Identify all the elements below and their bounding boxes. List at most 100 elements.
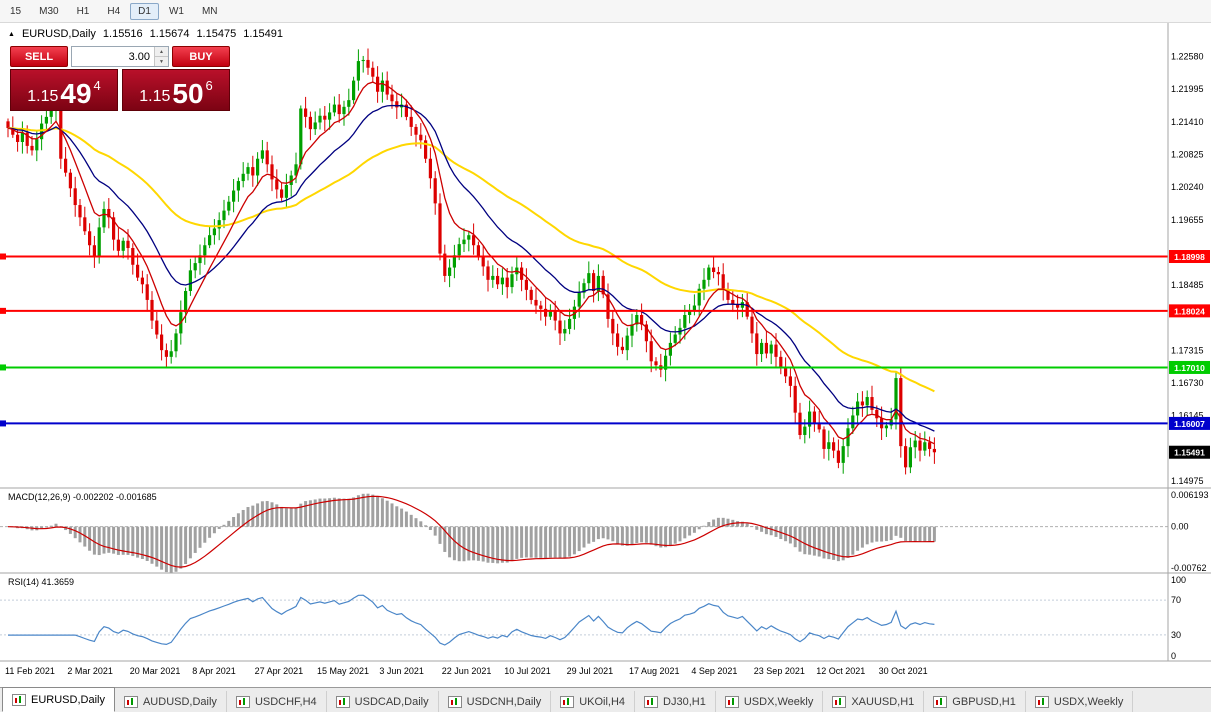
timeframe-button-h1[interactable]: H1 xyxy=(76,5,90,17)
tab-eurusd-daily[interactable]: EURUSD,Daily xyxy=(2,687,115,712)
buy-price-base: 1.15 xyxy=(139,88,171,106)
price-axis[interactable]: 1.14975 1.16145 1.16730 1.17315 1.18485 1.196… xyxy=(1171,52,1204,486)
price-line-badge xyxy=(1169,250,1210,264)
price-line-badge xyxy=(1169,445,1210,459)
tab-label: USDX,Weekly xyxy=(743,695,814,708)
timeframe-button-w1[interactable]: W1 xyxy=(168,5,184,17)
svg-text:1.21410: 1.21410 xyxy=(1171,117,1204,127)
macd-axis: 0.006193 0.00 -0.00762 xyxy=(1171,490,1209,573)
tab-usdx-weekly[interactable]: USDX,Weekly xyxy=(716,691,824,712)
buy-price-pips: 50 xyxy=(172,78,204,110)
chart-icon xyxy=(123,695,138,708)
svg-text:17 Aug 2021: 17 Aug 2021 xyxy=(629,666,680,676)
chart-icon xyxy=(644,695,659,708)
hline-handle[interactable] xyxy=(0,420,6,427)
ohlc-high: 1.15674 xyxy=(149,28,190,40)
svg-text:20 Mar 2021: 20 Mar 2021 xyxy=(130,666,181,676)
buy-button[interactable]: BUY xyxy=(172,46,230,67)
timeframe-button-h4[interactable]: H4 xyxy=(107,5,121,17)
tab-usdchf-h4[interactable]: USDCHF,H4 xyxy=(227,691,327,712)
rsi-indicator-label: RSI(14) 41.3659 xyxy=(8,577,75,587)
svg-text:30 Oct 2021: 30 Oct 2021 xyxy=(879,666,928,676)
svg-text:3 Jun 2021: 3 Jun 2021 xyxy=(379,666,424,676)
svg-text:1.18024: 1.18024 xyxy=(1174,306,1205,316)
tab-label: USDCNH,Daily xyxy=(466,695,542,708)
pane-separators xyxy=(0,22,1211,662)
svg-text:27 Apr 2021: 27 Apr 2021 xyxy=(255,666,304,676)
symbol-name: EURUSD,Daily xyxy=(21,28,96,40)
horizontal-lines: 1.18998 1.18024 1.17010 1.16007 1.15491 xyxy=(0,250,1210,459)
chart-header: ▲ EURUSD,Daily 1.15516 1.15674 1.15475 1… xyxy=(8,28,283,40)
one-click-trading-panel: SELL 3.00 BUY 1.15 49 4 1.15 50 6 xyxy=(10,46,230,111)
sell-price-display[interactable]: 1.15 49 4 xyxy=(10,69,118,111)
tab-usdcad-daily[interactable]: USDCAD,Daily xyxy=(327,691,439,712)
svg-text:1.22580: 1.22580 xyxy=(1171,52,1204,62)
price-line-badge xyxy=(1169,360,1210,374)
ohlc-open: 1.15516 xyxy=(102,28,143,40)
macd-indicator xyxy=(0,493,1168,573)
tab-label: USDCHF,H4 xyxy=(254,695,317,708)
svg-text:30: 30 xyxy=(1171,630,1181,640)
svg-text:15 May 2021: 15 May 2021 xyxy=(317,666,369,676)
timeframe-button-m30[interactable]: M30 xyxy=(39,5,59,17)
chart-icon xyxy=(447,695,462,708)
svg-text:1.18998: 1.18998 xyxy=(1174,252,1205,262)
svg-text:11 Feb 2021: 11 Feb 2021 xyxy=(5,666,55,676)
tab-label: UKOil,H4 xyxy=(579,695,626,708)
timeframe-toolbar: 15 M30 H1 H4 D1 W1 MN xyxy=(0,0,1211,23)
volume-increase-button[interactable] xyxy=(155,47,168,57)
chart-icon xyxy=(1034,695,1049,708)
timeframe-button-d1[interactable]: D1 xyxy=(130,2,159,20)
svg-text:12 Oct 2021: 12 Oct 2021 xyxy=(816,666,865,676)
tab-label: GBPUSD,H1 xyxy=(952,695,1016,708)
ohlc-low: 1.15475 xyxy=(196,28,237,40)
svg-text:8 Apr 2021: 8 Apr 2021 xyxy=(192,666,236,676)
svg-text:0.00: 0.00 xyxy=(1171,522,1189,532)
rsi-indicator xyxy=(0,594,1168,646)
tab-label: DJ30,H1 xyxy=(663,695,706,708)
tab-dj30-h1[interactable]: DJ30,H1 xyxy=(635,691,716,712)
symbol-marker-icon: ▲ xyxy=(8,30,15,38)
price-line-badge xyxy=(1169,304,1210,318)
svg-text:1.21995: 1.21995 xyxy=(1171,84,1204,94)
svg-text:2 Mar 2021: 2 Mar 2021 xyxy=(67,666,113,676)
volume-spinner xyxy=(154,47,168,66)
timeframe-button-15[interactable]: 15 xyxy=(10,5,22,17)
tab-xauusd-h1[interactable]: XAUUSD,H1 xyxy=(823,691,925,712)
timeframe-button-mn[interactable]: MN xyxy=(201,5,218,17)
svg-text:4 Sep 2021: 4 Sep 2021 xyxy=(691,666,737,676)
hline-handle[interactable] xyxy=(0,364,6,371)
svg-text:1.19655: 1.19655 xyxy=(1171,215,1204,225)
volume-decrease-button[interactable] xyxy=(155,57,168,66)
tab-usdx-weekly-2[interactable]: USDX,Weekly xyxy=(1026,691,1134,712)
tab-audusd-daily[interactable]: AUDUSD,Daily xyxy=(115,691,227,712)
tab-label: USDCAD,Daily xyxy=(354,695,429,708)
svg-text:0.006193: 0.006193 xyxy=(1171,490,1209,500)
volume-input[interactable]: 3.00 xyxy=(128,50,150,63)
tab-usdcnh-daily[interactable]: USDCNH,Daily xyxy=(439,691,552,712)
tab-gbpusd-h1[interactable]: GBPUSD,H1 xyxy=(924,691,1026,712)
ohlc-close: 1.15491 xyxy=(243,28,283,40)
svg-text:100: 100 xyxy=(1171,575,1186,585)
svg-text:0: 0 xyxy=(1171,651,1176,661)
tab-label: USDX,Weekly xyxy=(1053,695,1124,708)
sell-button[interactable]: SELL xyxy=(10,46,68,67)
hline-handle[interactable] xyxy=(0,253,6,260)
sell-price-base: 1.15 xyxy=(27,88,59,106)
sell-price-point: 4 xyxy=(93,78,101,93)
svg-text:1.17010: 1.17010 xyxy=(1174,363,1205,373)
svg-text:1.16145: 1.16145 xyxy=(1171,411,1204,421)
tab-label: XAUUSD,H1 xyxy=(851,695,915,708)
svg-text:1.15491: 1.15491 xyxy=(1174,448,1205,458)
date-axis[interactable]: 11 Feb 2021 2 Mar 2021 20 Mar 2021 8 Apr 20… xyxy=(5,666,928,676)
buy-price-display[interactable]: 1.15 50 6 xyxy=(122,69,230,111)
volume-box: 3.00 xyxy=(71,46,169,67)
hline-handle[interactable] xyxy=(0,307,6,314)
svg-text:29 Jul 2021: 29 Jul 2021 xyxy=(567,666,614,676)
tab-ukoil-h4[interactable]: UKOil,H4 xyxy=(551,691,636,712)
svg-text:1.17315: 1.17315 xyxy=(1171,345,1204,355)
chart-icon xyxy=(832,695,847,708)
rsi-axis: 100 70 30 0 xyxy=(1171,575,1186,661)
